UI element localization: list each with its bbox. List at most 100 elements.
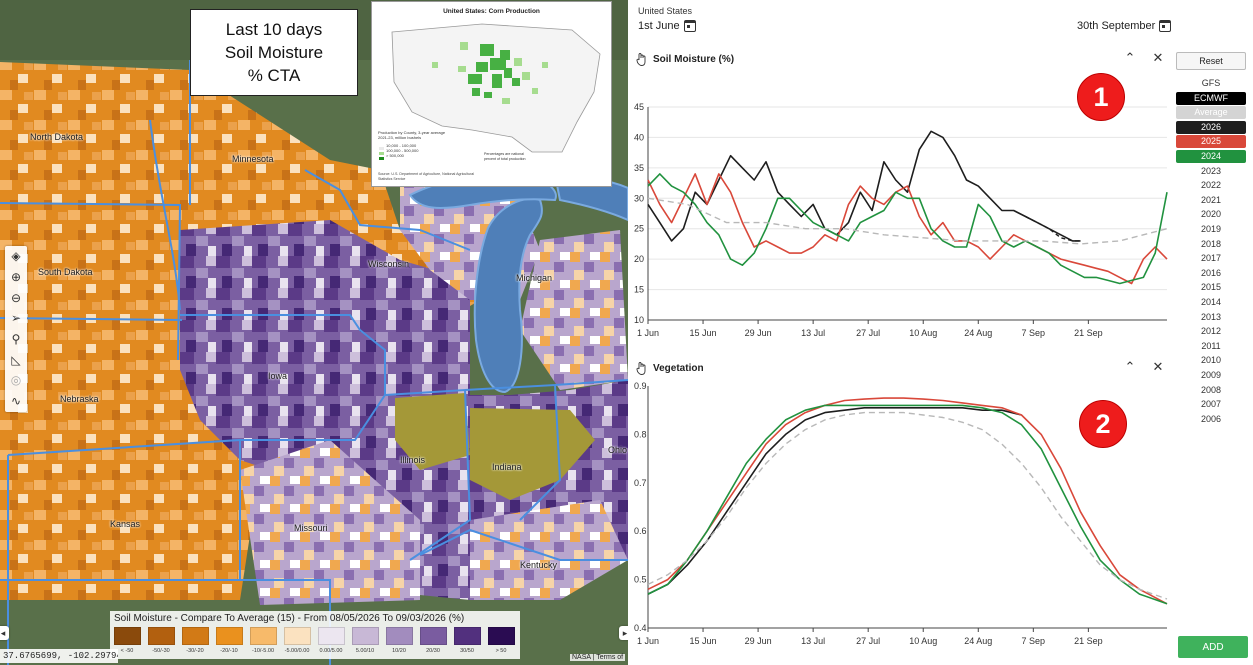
year-option[interactable]: GFS [1201, 78, 1221, 88]
vegetation-chart-card: Vegetation ⌃ ✕ 0.4 0.5 0.6 0.7 0.8 0.9 1 Jun 15… [628, 358, 1173, 665]
map-view[interactable]: North Dakota Minnesota South Dakota Wisc… [0, 0, 628, 665]
end-date-picker[interactable]: 30th September [1077, 20, 1172, 32]
start-date-picker[interactable]: 1st June [638, 20, 696, 32]
x-tick-label: 1 Jun [637, 636, 659, 646]
year-option[interactable]: 2008 [1200, 384, 1222, 395]
y-tick-label: 30 [634, 193, 644, 203]
year-option[interactable]: 2006 [1200, 413, 1222, 424]
x-tick-label: 24 Aug [964, 636, 992, 646]
collapse-chart-icon[interactable]: ⌃ [1124, 50, 1136, 65]
inset-title: United States: Corn Production [443, 8, 540, 15]
add-button[interactable]: ADD [1178, 636, 1248, 658]
year-option[interactable]: 2011 [1201, 340, 1221, 351]
legend-swatch [216, 627, 243, 645]
year-option[interactable]: 2020 [1200, 209, 1222, 220]
map-legend: Soil Moisture - Compare To Average (15) … [110, 611, 520, 659]
x-tick-label: 7 Sep [1022, 328, 1046, 338]
year-option[interactable]: 2012 [1200, 326, 1222, 337]
x-tick-label: 27 Jul [856, 328, 880, 338]
x-tick-label: 13 Jul [801, 328, 825, 338]
measure-icon[interactable]: ◺ [11, 352, 21, 367]
calendar-icon[interactable] [683, 20, 696, 32]
y-tick-label: 10 [634, 315, 644, 325]
year-option[interactable]: 2017 [1200, 253, 1222, 264]
legend-swatch [420, 627, 447, 645]
navigate-icon[interactable]: ➢ [10, 311, 22, 326]
legend-bin-label: 0.00/5.00 [319, 648, 343, 654]
state-label: North Dakota [30, 132, 84, 142]
year-option[interactable]: 2026 [1176, 120, 1246, 134]
collapse-chart-icon[interactable]: ⌃ [1124, 359, 1136, 374]
layers-icon[interactable]: ◈ [11, 249, 21, 264]
state-label: Ohio [608, 445, 628, 455]
year-option[interactable]: 2015 [1200, 282, 1222, 293]
start-date: 1st June [638, 20, 680, 32]
legend-bin-label: > 50 [495, 648, 507, 654]
collapse-right-icon[interactable]: ▸ [619, 626, 628, 640]
calendar-icon[interactable] [1159, 20, 1172, 32]
year-option[interactable]: 2021 [1200, 194, 1222, 205]
year-option[interactable]: 2025 [1176, 135, 1246, 149]
search-icon[interactable]: ⚲ [11, 332, 21, 347]
locate-icon[interactable]: ◎ [10, 373, 22, 388]
collapse-left-icon[interactable]: ◂ [0, 626, 9, 640]
legend-bin-label: -20/-10 [220, 648, 238, 654]
year-option[interactable]: 2013 [1200, 311, 1222, 322]
legend-swatch [318, 627, 345, 645]
state-label: Kansas [110, 519, 141, 529]
zoom-in-icon[interactable]: ⊕ [10, 270, 22, 285]
reset-button[interactable]: Reset [1176, 52, 1246, 70]
legend-bin-label: < -50 [120, 648, 134, 654]
x-tick-label: 13 Jul [801, 636, 825, 646]
y-tick-label: 0.7 [634, 478, 647, 488]
year-option[interactable]: 2009 [1200, 370, 1222, 380]
cursor-coordinates: 37.6765699, -102.297947 [0, 649, 118, 663]
x-tick-label: 15 Jun [690, 328, 717, 338]
y-tick-label: 25 [634, 224, 644, 234]
year-option[interactable]: 2016 [1200, 267, 1222, 278]
year-option[interactable]: 2023 [1200, 165, 1222, 176]
y-tick-label: 45 [634, 102, 644, 112]
drag-handle-icon[interactable] [636, 361, 647, 375]
series-line-2026 [647, 130, 1081, 242]
state-label: Indiana [492, 462, 522, 472]
inset-legend: Production by County, 3-year average 202… [378, 130, 478, 158]
legend-swatch [352, 627, 379, 645]
legend-swatch [488, 627, 515, 645]
annotation-badge-2: 2 [1079, 400, 1127, 448]
draw-icon[interactable]: ∿ [10, 394, 22, 409]
drag-handle-icon[interactable] [636, 52, 647, 66]
year-option[interactable]: ECMWF [1176, 91, 1246, 105]
year-option[interactable]: 2010 [1200, 355, 1222, 366]
annotation-line: % CTA [247, 66, 301, 85]
soil-moisture-chart[interactable]: 10 15 20 25 30 35 40 45 1 Jun 15 Jun 29 Jun 13 Jul 2… [628, 48, 1173, 348]
zoom-out-icon[interactable]: ⊖ [10, 290, 22, 305]
y-tick-label: 15 [634, 285, 644, 295]
year-option[interactable]: 2019 [1200, 224, 1222, 234]
legend-swatch [148, 627, 175, 645]
x-tick-label: 21 Sep [1074, 328, 1103, 338]
close-chart-icon[interactable]: ✕ [1152, 359, 1164, 374]
annotation-badge-1: 1 [1077, 73, 1125, 121]
year-option[interactable]: 2022 [1200, 180, 1222, 191]
year-option[interactable]: 2014 [1200, 297, 1222, 307]
series-line-2025 [647, 397, 1168, 605]
series-line-2025 [647, 173, 1168, 285]
inset-legend-item: 100,000 - 500,000 [386, 148, 419, 153]
legend-bin-label: 30/50 [460, 648, 474, 654]
legend-title: Soil Moisture - Compare To Average (15) … [114, 613, 465, 624]
series-line-2024 [647, 173, 1168, 285]
year-option[interactable]: 2007 [1200, 399, 1222, 410]
state-label: Iowa [268, 371, 288, 381]
map-attribution[interactable]: NASA | Terms of [570, 654, 626, 661]
series-line-average [647, 197, 1168, 245]
year-option[interactable]: 2018 [1200, 238, 1222, 249]
map-toolbar: ◈ ⊕ ⊖ ➢ ⚲ ◺ ◎ ∿ [5, 246, 27, 412]
state-label: Michigan [516, 273, 553, 283]
close-chart-icon[interactable]: ✕ [1152, 50, 1164, 65]
year-option[interactable]: 2024 [1176, 150, 1246, 163]
year-option[interactable]: Average [1176, 106, 1246, 120]
state-label: Wisconsin [368, 259, 410, 269]
vegetation-chart[interactable]: 0.4 0.5 0.6 0.7 0.8 0.9 1 Jun 15 Jun 29 Jun 13 Ju… [628, 358, 1173, 665]
legend-swatch [454, 627, 481, 645]
